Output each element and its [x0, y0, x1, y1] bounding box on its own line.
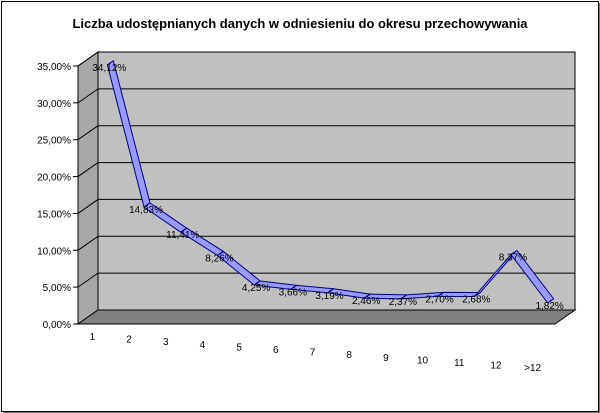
gridline-side: [77, 272, 99, 288]
data-label: 8,37%: [499, 253, 527, 264]
data-point: [293, 286, 295, 289]
y-tick-label: 25,00%: [37, 136, 71, 147]
data-point: [549, 300, 552, 302]
data-label: 2,70%: [425, 294, 453, 305]
gridline-side: [77, 125, 99, 141]
y-tick-label: 35,00%: [37, 62, 71, 73]
gridline-side: [77, 235, 99, 251]
side-wall: [77, 51, 99, 325]
x-tick-label: 11: [454, 358, 465, 369]
line-segment: [510, 250, 555, 304]
data-point: [146, 204, 148, 206]
data-point: [439, 293, 442, 296]
data-label: 2,46%: [352, 296, 380, 307]
data-label: 34,12%: [92, 63, 126, 74]
data-label: 2,68%: [462, 295, 490, 306]
gridline-side: [77, 88, 99, 104]
x-tick-label: 12: [490, 361, 502, 372]
data-label: 14,83%: [129, 205, 163, 216]
x-tick-label: >12: [524, 363, 541, 374]
x-tick-label: 1: [90, 332, 96, 343]
data-point: [366, 295, 368, 297]
gridline-side: [77, 51, 99, 67]
x-tick-label: 7: [310, 348, 316, 359]
data-label: 1,82%: [535, 301, 563, 312]
back-wall: [97, 51, 576, 311]
data-point: [182, 229, 185, 231]
x-tick-label: 10: [417, 355, 429, 366]
gridline-side: [77, 199, 99, 214]
chart-title: Liczba udostępnianych danych w odniesien…: [72, 16, 528, 31]
gridline-side: [77, 162, 99, 177]
floor: [76, 309, 577, 325]
y-tick-label: 5,00%: [43, 283, 71, 294]
x-tick-label: 3: [163, 337, 169, 348]
x-tick-label: 4: [200, 340, 206, 351]
data-point: [256, 282, 258, 284]
y-tick-label: 15,00%: [37, 209, 71, 220]
data-label: 3,66%: [279, 287, 307, 298]
data-point: [476, 293, 479, 296]
data-point: [219, 252, 222, 255]
y-tick-label: 0,00%: [43, 320, 71, 331]
data-point: [109, 61, 112, 64]
x-tick-label: 2: [126, 335, 132, 346]
x-tick-label: 8: [346, 350, 352, 361]
data-label: 3,19%: [315, 291, 343, 302]
y-tick-label: 20,00%: [37, 173, 71, 184]
data-point: [513, 251, 515, 254]
data-label: 11,41%: [166, 230, 199, 241]
x-tick-label: 9: [383, 353, 389, 364]
data-point: [329, 289, 332, 292]
y-tick-label: 30,00%: [37, 99, 71, 110]
x-tick-label: 6: [273, 345, 279, 356]
x-tick-label: 5: [236, 342, 242, 353]
data-point: [403, 296, 405, 298]
data-label: 4,25%: [242, 283, 270, 294]
y-tick-label: 10,00%: [37, 246, 71, 257]
data-label: 8,26%: [205, 253, 233, 264]
data-label: 2,37%: [389, 297, 417, 308]
